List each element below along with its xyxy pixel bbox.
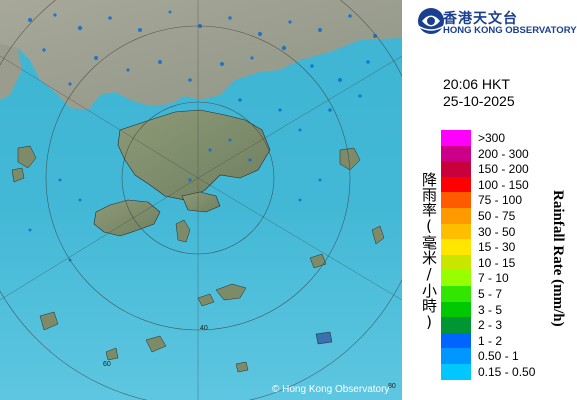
legend-title-zh: 降雨率(毫米/小時) [420,172,438,331]
legend-row: 30 - 50 [441,223,571,240]
legend-panel: 香港天文台 HONG KONG OBSERVATORY 20:06 HKT 25… [402,0,577,400]
logo-text-zh: 香港天文台 [443,11,518,27]
legend-row: 15 - 30 [441,239,571,255]
lantau-island [93,199,161,237]
legend-label: 2 - 3 [478,318,503,333]
radar-map: 40 60 80 © Hong Kong Observatory [0,0,402,400]
legend-row: 100 - 150 [441,176,571,193]
legend-row: 0.15 - 0.50 [441,364,571,380]
legend-row: 0.50 - 1 [441,348,571,364]
legend-swatch [441,161,471,177]
estuary-land [0,44,22,100]
legend-swatch [441,130,471,146]
hko-emblem-icon [417,8,445,34]
legend-row: 1 - 2 [441,332,571,349]
southern-island [309,253,327,269]
legend-label: 15 - 30 [478,240,516,255]
legend-row: 2 - 3 [441,317,571,333]
western-island [17,145,37,169]
legend-swatch [441,176,471,193]
observation-time: 20:06 HKT [443,76,510,92]
legend-label: 100 - 150 [478,177,529,192]
legend-title-en: Rainfall Rate (mm/h) [550,190,566,327]
southern-island [39,311,59,331]
southern-island [105,347,119,361]
range-label-40: 40 [200,325,208,332]
legend-swatch [441,332,471,349]
legend-label: 75 - 100 [478,193,523,208]
legend-swatch [441,286,471,302]
legend-label: 3 - 5 [478,302,503,317]
range-spokes [0,0,402,400]
legend-row: 50 - 75 [441,208,571,224]
mainland-landmass [0,0,402,110]
legend-row: 7 - 10 [441,270,571,286]
hk-island [181,191,221,213]
range-label-80: 80 [388,383,396,390]
legend-label: 7 - 10 [478,271,509,286]
legend-label: >300 [478,131,506,145]
legend-label: 200 - 300 [478,146,529,161]
rain-echoes [28,10,377,262]
southern-island [315,331,333,345]
lamma-island [175,219,191,243]
legend-swatch [441,364,471,380]
legend-row: >300 [441,130,571,146]
legend-label: 5 - 7 [478,287,503,301]
legend-label: 30 - 50 [478,224,516,239]
legend-swatch [441,301,471,318]
legend-row: 3 - 5 [441,301,571,318]
western-island [11,167,25,183]
legend-swatch [441,254,471,271]
legend-swatch [441,192,471,208]
observation-date: 25-10-2025 [443,93,515,109]
legend-swatch [441,145,471,162]
eastern-island [371,225,385,245]
legend-swatch [441,348,471,364]
legend-row: 150 - 200 [441,161,571,177]
southern-island [215,283,247,301]
legend-label: 0.15 - 0.50 [478,365,536,379]
legend-label: 150 - 200 [478,162,529,177]
legend-label: 50 - 75 [478,209,516,223]
hko-logo [416,6,576,40]
legend-swatch [441,223,471,240]
legend-swatch [441,317,471,333]
southern-island [235,361,249,373]
legend-row: 75 - 100 [441,192,571,208]
legend-label: 0.50 - 1 [478,349,519,364]
range-label-60: 60 [103,361,111,368]
legend-row: 200 - 300 [441,145,571,162]
legend-swatch [441,208,471,224]
logo-text-en: HONG KONG OBSERVATORY [443,25,577,36]
legend-label: 10 - 15 [478,255,516,270]
legend-swatch [441,270,471,286]
hong-kong-land [117,109,271,201]
legend-row: 10 - 15 [441,254,571,271]
southern-island [197,293,215,307]
copyright-notice: © Hong Kong Observatory [272,384,390,395]
legend-label: 1 - 2 [478,333,503,348]
eastern-island [339,147,361,171]
southern-island [145,335,167,353]
legend-row: 5 - 7 [441,286,571,302]
legend-swatch [441,239,471,255]
